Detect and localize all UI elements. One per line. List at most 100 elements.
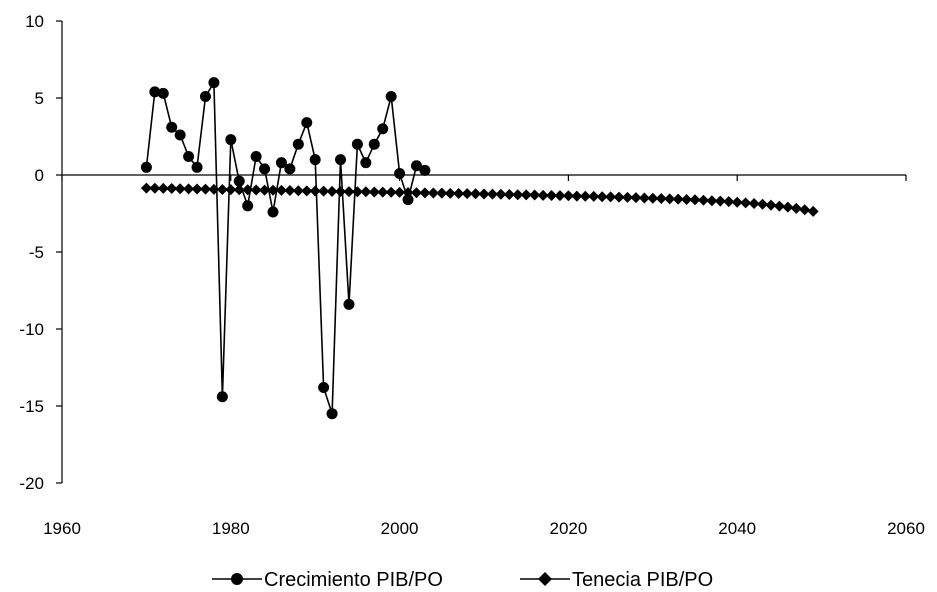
point-crecimiento (208, 77, 220, 89)
point-crecimiento (233, 175, 245, 187)
point-crecimiento (335, 154, 347, 166)
point-tenecia (562, 190, 574, 202)
point-tenecia (453, 187, 465, 199)
x-tick-label: 2000 (381, 519, 419, 538)
y-tick-label: 5 (35, 89, 44, 108)
point-tenecia (199, 183, 211, 195)
point-crecimiento (242, 200, 254, 212)
point-crecimiento (183, 151, 195, 163)
point-tenecia (478, 188, 490, 200)
point-crecimiento (360, 157, 372, 169)
point-tenecia (335, 185, 347, 197)
point-crecimiento (292, 138, 304, 150)
y-tick-label: -20 (19, 474, 44, 493)
point-tenecia (790, 202, 802, 214)
point-tenecia (512, 189, 524, 201)
point-tenecia (773, 200, 785, 212)
point-tenecia (461, 188, 473, 200)
point-tenecia (596, 191, 608, 203)
legend-marker-crecimiento (231, 573, 243, 585)
point-tenecia (385, 186, 397, 198)
tick-labels: 10 5 0 -5 -10 -15 -20 1960 1980 2000 2020 2040 2060 (19, 12, 924, 538)
point-tenecia (689, 194, 701, 206)
point-tenecia (419, 187, 431, 199)
point-tenecia (681, 193, 693, 205)
point-tenecia (697, 194, 709, 206)
point-tenecia (394, 186, 406, 198)
point-tenecia (765, 199, 777, 211)
point-crecimiento (199, 90, 211, 102)
point-tenecia (748, 197, 760, 209)
point-tenecia (655, 193, 667, 205)
point-crecimiento (326, 408, 338, 420)
point-crecimiento (385, 90, 397, 102)
point-tenecia (579, 190, 591, 202)
point-tenecia (723, 196, 735, 208)
point-crecimiento (419, 164, 431, 176)
point-tenecia (588, 190, 600, 202)
point-tenecia (326, 185, 338, 197)
legend-label-crecimiento: Crecimiento PIB/PO (264, 569, 443, 591)
point-tenecia (267, 184, 279, 196)
point-tenecia (191, 183, 203, 195)
point-crecimiento (174, 129, 186, 141)
point-tenecia (444, 187, 456, 199)
point-crecimiento (191, 161, 203, 173)
point-tenecia (402, 187, 414, 199)
legend-item-crecimiento: Crecimiento PIB/PO (212, 569, 443, 591)
point-tenecia (621, 191, 633, 203)
point-tenecia (630, 192, 642, 204)
point-crecimiento (343, 298, 355, 310)
point-tenecia (799, 204, 811, 216)
legend: Crecimiento PIB/PO Tenecia PIB/PO (212, 569, 713, 591)
x-tick-label: 1980 (212, 519, 250, 538)
point-tenecia (149, 182, 161, 194)
point-crecimiento (410, 160, 422, 172)
point-tenecia (377, 186, 389, 198)
point-crecimiento (267, 206, 279, 218)
point-tenecia (250, 184, 262, 196)
point-tenecia (672, 193, 684, 205)
point-tenecia (140, 182, 152, 194)
point-crecimiento (275, 157, 287, 169)
point-tenecia (554, 190, 566, 202)
y-tick-label: 0 (35, 166, 44, 185)
point-tenecia (410, 187, 422, 199)
point-tenecia (605, 191, 617, 203)
point-tenecia (242, 184, 254, 196)
point-crecimiento (318, 382, 330, 394)
point-crecimiento (394, 167, 406, 179)
point-tenecia (284, 185, 296, 197)
point-crecimiento (166, 121, 178, 133)
point-tenecia (706, 195, 718, 207)
point-crecimiento (149, 86, 161, 98)
y-tick-label: -15 (19, 397, 44, 416)
point-crecimiento (402, 194, 414, 206)
point-tenecia (529, 189, 541, 201)
point-tenecia (486, 188, 498, 200)
point-tenecia (225, 184, 237, 196)
point-tenecia (782, 201, 794, 213)
legend-marker-tenecia (538, 572, 552, 586)
point-crecimiento (309, 154, 321, 166)
point-tenecia (470, 188, 482, 200)
point-tenecia (208, 183, 220, 195)
point-tenecia (537, 189, 549, 201)
point-tenecia (613, 191, 625, 203)
point-crecimiento (140, 161, 152, 173)
point-tenecia (664, 193, 676, 205)
axes (61, 21, 906, 483)
y-tick-label: -10 (19, 320, 44, 339)
point-tenecia (318, 185, 330, 197)
point-tenecia (731, 196, 743, 208)
point-tenecia (351, 186, 363, 198)
point-tenecia (520, 189, 532, 201)
point-tenecia (259, 184, 271, 196)
y-tick-label: 10 (25, 12, 44, 31)
legend-label-tenecia: Tenecia PIB/PO (572, 569, 713, 591)
point-tenecia (292, 185, 304, 197)
point-tenecia (343, 186, 355, 198)
legend-item-tenecia: Tenecia PIB/PO (520, 569, 713, 591)
point-tenecia (301, 185, 313, 197)
